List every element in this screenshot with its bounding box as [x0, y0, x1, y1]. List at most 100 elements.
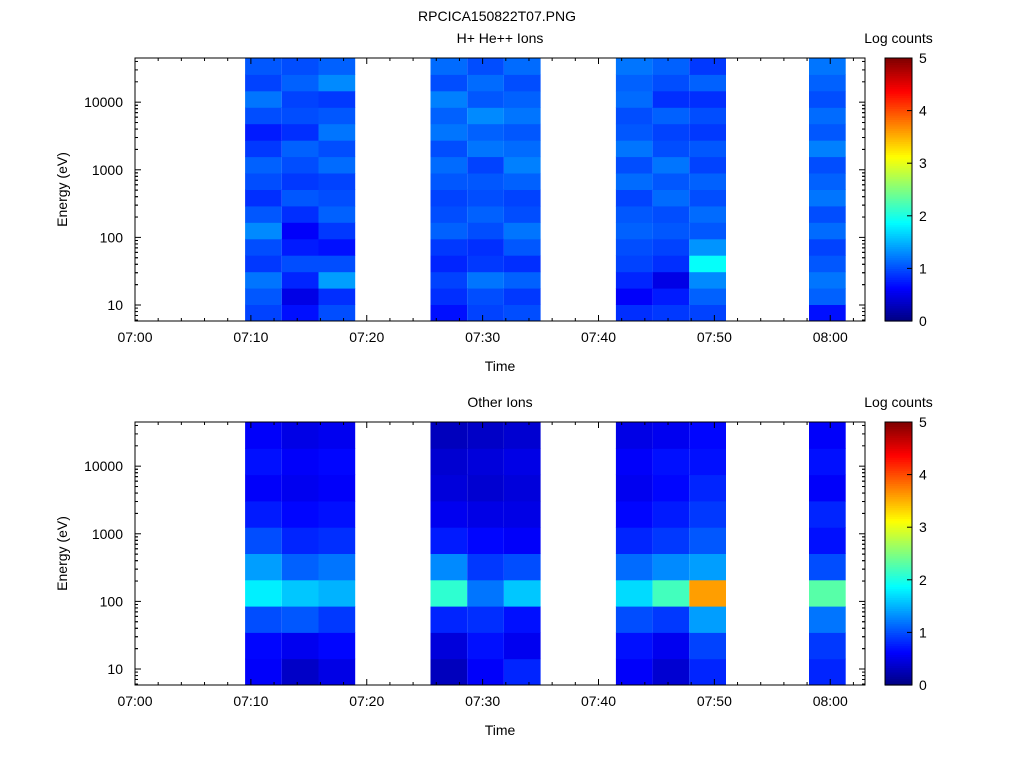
heatmap-cell	[467, 553, 504, 581]
colorbar-segment	[885, 239, 912, 243]
colorbar-segment	[885, 123, 912, 127]
colorbar-segment	[885, 476, 912, 480]
colorbar-segment	[885, 643, 912, 647]
heatmap-cell	[467, 205, 504, 223]
heatmap-cell	[281, 304, 319, 322]
colorbar-segment	[885, 108, 912, 112]
heatmap-cell	[281, 271, 319, 289]
heatmap-cell	[652, 58, 690, 75]
heatmap-cell	[245, 205, 282, 223]
heatmap-cell	[281, 553, 319, 581]
colorbar-segment	[885, 112, 912, 116]
heatmap-cell	[467, 156, 504, 174]
colorbar-segment	[885, 237, 912, 241]
heatmap-cell	[689, 107, 726, 125]
heatmap-cell	[430, 527, 468, 554]
colorbar-segment	[885, 485, 912, 489]
heatmap-cell	[809, 140, 846, 158]
y-tick-label: 10000	[84, 94, 123, 110]
colorbar-segment	[885, 516, 912, 520]
y-axis-label: Energy (eV)	[54, 516, 70, 591]
heatmap-cell	[809, 500, 846, 528]
heatmap-cell	[689, 304, 726, 322]
colorbar-segment	[885, 292, 912, 296]
heatmap-cell	[689, 448, 726, 476]
colorbar-segment	[885, 134, 912, 138]
colorbar-segment	[885, 496, 912, 500]
colorbar-segment	[885, 634, 912, 638]
colorbar-segment	[885, 104, 912, 107]
heatmap-cell	[615, 288, 653, 305]
heatmap-cell	[503, 58, 541, 75]
heatmap-cell	[245, 255, 282, 273]
heatmap-cell	[809, 288, 846, 305]
colorbar-segment	[885, 281, 912, 285]
heatmap-cell	[809, 632, 846, 660]
panel-title: Other Ions	[467, 394, 532, 410]
heatmap-cell	[809, 448, 846, 476]
heatmap-cell	[652, 527, 690, 554]
heatmap-cell	[503, 500, 541, 528]
colorbar-tick-label: 4	[919, 467, 927, 483]
colorbar-segment	[885, 121, 912, 125]
heatmap-cell	[503, 448, 541, 476]
colorbar-segment	[885, 617, 912, 620]
heatmap-cell	[245, 271, 282, 289]
colorbar-segment	[885, 468, 912, 471]
colorbar-segment	[885, 226, 912, 230]
colorbar-segment	[885, 542, 912, 546]
colorbar-segment	[885, 132, 912, 136]
colorbar-segment	[885, 158, 912, 162]
heatmap-cell	[318, 156, 356, 174]
heatmap-cell	[615, 140, 653, 158]
heatmap-cell	[281, 140, 319, 158]
colorbar-frame	[884, 421, 913, 686]
heatmap-cell	[245, 579, 282, 607]
heatmap-cell	[467, 632, 504, 660]
heatmap-cell	[689, 123, 726, 141]
colorbar-segment	[885, 73, 912, 77]
heatmap-cell	[503, 271, 541, 289]
colorbar-segment	[885, 424, 912, 427]
colorbar-segment	[885, 608, 912, 612]
y-tick-label: 10	[107, 297, 123, 313]
colorbar-segment	[885, 674, 912, 677]
colorbar-segment	[885, 520, 912, 524]
colorbar-segment	[885, 231, 912, 234]
heatmap-cell	[503, 255, 541, 273]
panels: H+ He++ Ions 07:00 07:10 07:20 07:30 07:40 07:…	[54, 30, 933, 738]
heatmap-cell	[615, 579, 653, 607]
colorbar-segment	[885, 99, 912, 103]
y-tick-label: 10000	[84, 458, 123, 474]
colorbar-segment	[885, 156, 912, 160]
heatmap-cell	[467, 579, 504, 607]
heatmap-cell	[689, 90, 726, 108]
heatmap-cell	[809, 271, 846, 289]
heatmap-cell	[430, 500, 468, 528]
heatmap-cell	[318, 271, 356, 289]
heatmap-cell	[281, 189, 319, 207]
heatmap-cell	[809, 222, 846, 240]
colorbar-segment	[885, 489, 912, 493]
heatmap-cell	[430, 474, 468, 502]
colorbar-segment	[885, 95, 912, 99]
heatmap-cell	[615, 123, 653, 141]
heatmap-cell	[615, 527, 653, 554]
heatmap-cell	[809, 304, 846, 322]
colorbar-segment	[885, 472, 912, 476]
heatmap-cell	[318, 422, 356, 449]
heatmap-cell	[281, 58, 319, 75]
colorbar-segment	[885, 290, 912, 294]
x-tick-label: 07:40	[581, 329, 616, 345]
heatmap-cell	[318, 658, 356, 686]
heatmap-cell	[245, 288, 282, 305]
heatmap-cell	[467, 500, 504, 528]
heatmap-cell	[503, 606, 541, 633]
heatmap-cell	[430, 422, 468, 449]
heatmap-cell	[318, 288, 356, 305]
x-tick-label: 07:50	[697, 693, 732, 709]
colorbar-segment	[885, 141, 912, 145]
colorbar-segment	[885, 590, 912, 594]
heatmap-cell	[615, 606, 653, 633]
colorbar-segment	[885, 233, 912, 237]
